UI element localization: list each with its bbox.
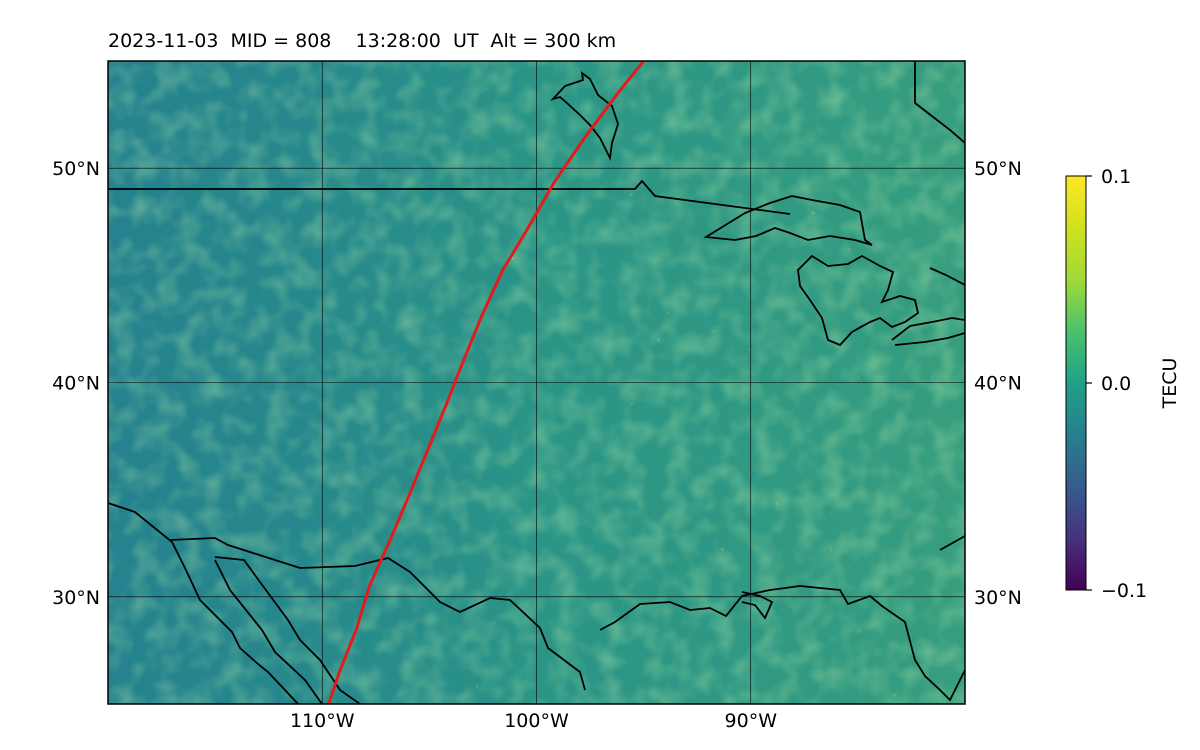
longitude-tick-label: 110°W: [290, 710, 355, 732]
baja-peninsula: [108, 502, 323, 704]
map-title: 2023-11-03 MID = 808 13:28:00 UT Alt = 3…: [108, 30, 617, 52]
latitude-tick-label-right: 30°N: [974, 587, 1022, 609]
latitude-tick-label-left: 30°N: [52, 587, 100, 609]
latitude-tick-label-right: 50°N: [974, 158, 1022, 180]
latitude-tick-label-left: 50°N: [52, 158, 100, 180]
graticule: [108, 61, 965, 704]
longitude-tick-label: 90°W: [725, 710, 778, 732]
coastlines: [108, 61, 965, 704]
axis-tick-labels: 110°W 100°W 90°W 50°N 50°N 40°N 40°N 30°N 30°N: [52, 158, 1022, 732]
us-mexico-border: [169, 537, 586, 691]
satellite-ground-track: [327, 61, 645, 704]
florida-coast: [939, 535, 965, 551]
longitude-tick-label: 100°W: [504, 710, 569, 732]
us-canada-border: [108, 179, 791, 215]
lake-michigan-huron: [797, 254, 920, 347]
lake-superior: [703, 195, 873, 246]
great-lakes-east: [929, 267, 965, 286]
colorbar-tick-label: 0.1: [1101, 166, 1131, 188]
colorbar-label: TECU: [1159, 358, 1181, 410]
colorbar-tick-label: −0.1: [1101, 580, 1147, 602]
colorbar: 0.1 0.0 −0.1 TECU: [1065, 166, 1181, 602]
map-frame: [107, 60, 966, 705]
gulf-of-california: [214, 556, 361, 704]
latitude-tick-label-right: 40°N: [974, 373, 1022, 395]
hudson-bay-coast: [550, 70, 619, 162]
lake-erie-ontario: [891, 317, 965, 346]
gulf-coast: [599, 585, 965, 702]
labrador-coast: [914, 61, 965, 144]
colorbar-tick-label: 0.0: [1101, 373, 1131, 395]
latitude-tick-label-left: 40°N: [52, 373, 100, 395]
colorbar-gradient: [1065, 175, 1087, 591]
